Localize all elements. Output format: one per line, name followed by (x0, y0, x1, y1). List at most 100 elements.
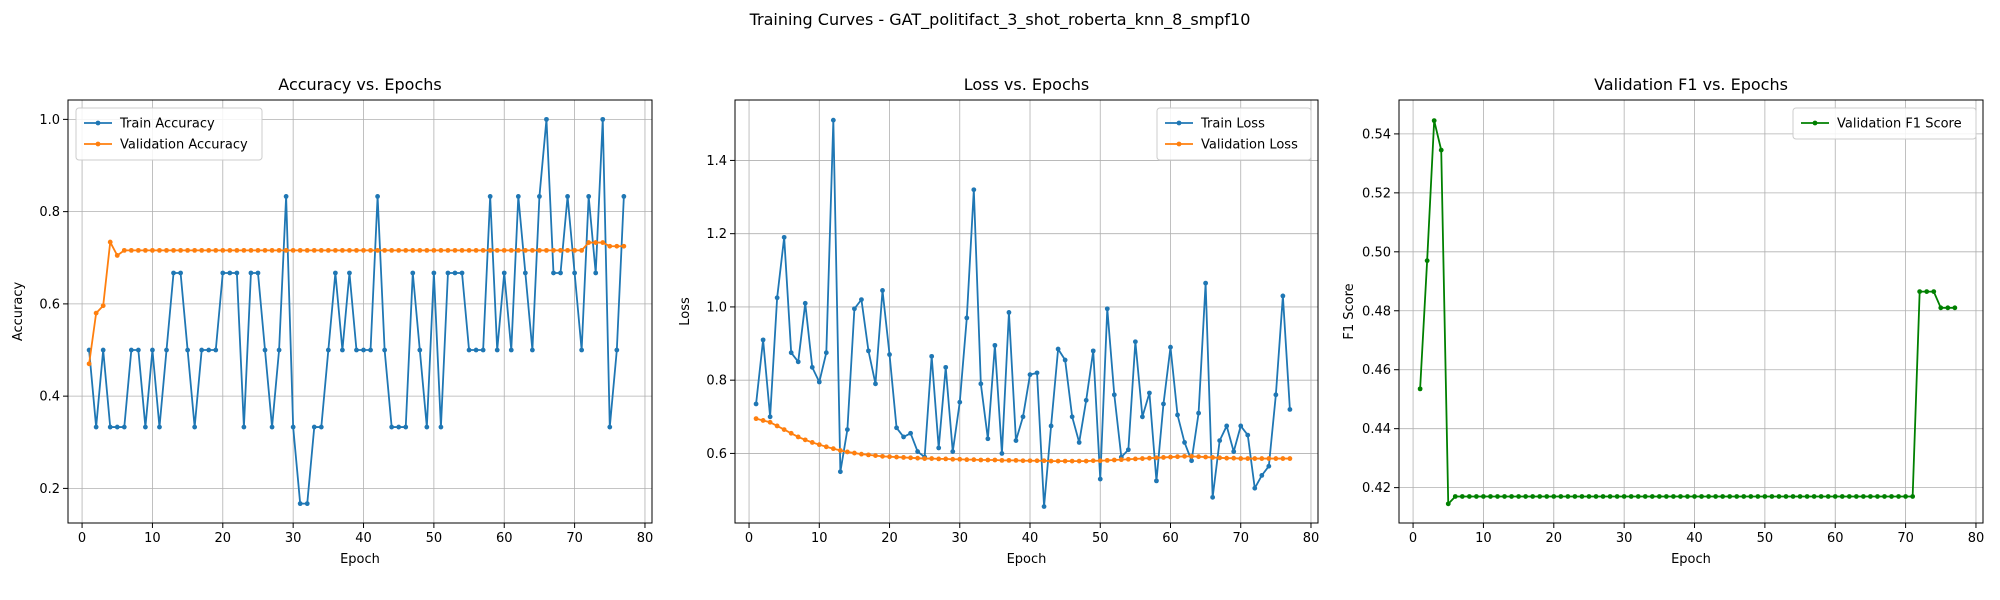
chart-title: Loss vs. Epochs (964, 75, 1089, 94)
y-tick-label: 0.54 (1362, 127, 1391, 142)
data-point (579, 247, 585, 253)
x-tick-label: 80 (1968, 531, 1985, 546)
data-point (1076, 458, 1082, 464)
chart-panel-3: 0 10 20 30 40 50 60 70 80 0.42 0.44 0.46 0.48 0.50 0.5… (1342, 75, 1984, 567)
data-point (908, 455, 914, 461)
data-point (887, 352, 892, 357)
data-point (1168, 344, 1173, 350)
data-point (515, 194, 521, 199)
x-tick-label: 0 (1409, 531, 1417, 546)
data-point (508, 247, 514, 253)
data-point (508, 347, 514, 353)
data-point (1748, 494, 1754, 499)
data-point (1459, 494, 1465, 499)
data-point (1431, 118, 1437, 124)
data-point (276, 247, 282, 253)
data-point (1252, 485, 1258, 491)
data-point (985, 457, 991, 463)
data-point (950, 456, 956, 462)
data-point (1238, 456, 1244, 461)
legend-marker (1176, 141, 1182, 147)
y-tick-label: 0.8 (39, 205, 60, 220)
x-tick-label: 60 (496, 531, 513, 546)
data-point (1663, 494, 1669, 499)
data-point (86, 361, 92, 367)
data-point (466, 347, 472, 353)
series-line-1 (1419, 119, 1955, 505)
data-point (290, 247, 296, 253)
data-point (823, 350, 829, 356)
data-point (1818, 494, 1824, 499)
data-point (887, 454, 892, 460)
data-point (1217, 438, 1223, 443)
data-point (802, 437, 808, 443)
data-point (1931, 289, 1937, 295)
data-point (1083, 458, 1089, 464)
data-point (1769, 494, 1775, 499)
data-point (1706, 494, 1711, 499)
data-point (1069, 414, 1075, 420)
x-tick-label: 70 (566, 531, 583, 546)
data-point (501, 247, 507, 253)
data-point (1938, 305, 1944, 311)
data-point (1161, 401, 1166, 407)
data-point (607, 424, 613, 430)
data-point (220, 270, 226, 276)
data-point (586, 240, 592, 245)
data-point (206, 247, 212, 253)
legend-label: Validation Loss (1201, 138, 1298, 153)
data-point (1076, 440, 1082, 445)
data-point (1488, 494, 1493, 499)
data-point (1502, 494, 1507, 499)
data-point (1945, 305, 1951, 311)
data-point (894, 454, 899, 460)
x-tick-label: 20 (881, 531, 898, 546)
data-point (473, 347, 479, 353)
data-point (325, 247, 331, 253)
data-point (494, 247, 500, 253)
data-point (1196, 410, 1201, 416)
data-point (929, 456, 935, 461)
data-point (1671, 494, 1676, 499)
data-point (417, 247, 423, 253)
data-point (459, 247, 465, 253)
data-point (781, 234, 787, 240)
data-point (760, 418, 766, 423)
data-point (473, 247, 479, 253)
data-point (1210, 455, 1216, 460)
x-tick-label: 20 (215, 531, 232, 546)
data-point (837, 448, 843, 453)
data-point (957, 399, 963, 405)
data-point (382, 247, 388, 253)
data-point (1287, 456, 1293, 461)
data-point (1006, 457, 1012, 463)
data-point (760, 337, 766, 343)
data-point (1839, 494, 1845, 499)
data-point (992, 457, 998, 463)
data-point (1147, 455, 1152, 461)
data-point (135, 347, 141, 353)
data-point (593, 270, 599, 276)
data-point (901, 434, 906, 440)
data-point (269, 424, 275, 430)
data-point (157, 247, 162, 253)
data-point (866, 452, 871, 458)
data-point (297, 501, 303, 507)
data-point (142, 247, 148, 253)
data-point (1231, 455, 1237, 461)
data-point (227, 247, 233, 253)
legend-box (75, 107, 263, 161)
data-point (572, 270, 578, 276)
data-point (332, 247, 338, 253)
data-point (368, 347, 373, 353)
data-point (354, 247, 359, 253)
data-point (318, 424, 324, 430)
data-point (128, 247, 134, 253)
data-point (480, 247, 486, 253)
data-point (100, 303, 106, 309)
data-point (774, 295, 780, 301)
data-point (1273, 456, 1279, 461)
data-point (128, 347, 134, 353)
x-tick-label: 10 (144, 531, 161, 546)
data-point (248, 270, 254, 276)
